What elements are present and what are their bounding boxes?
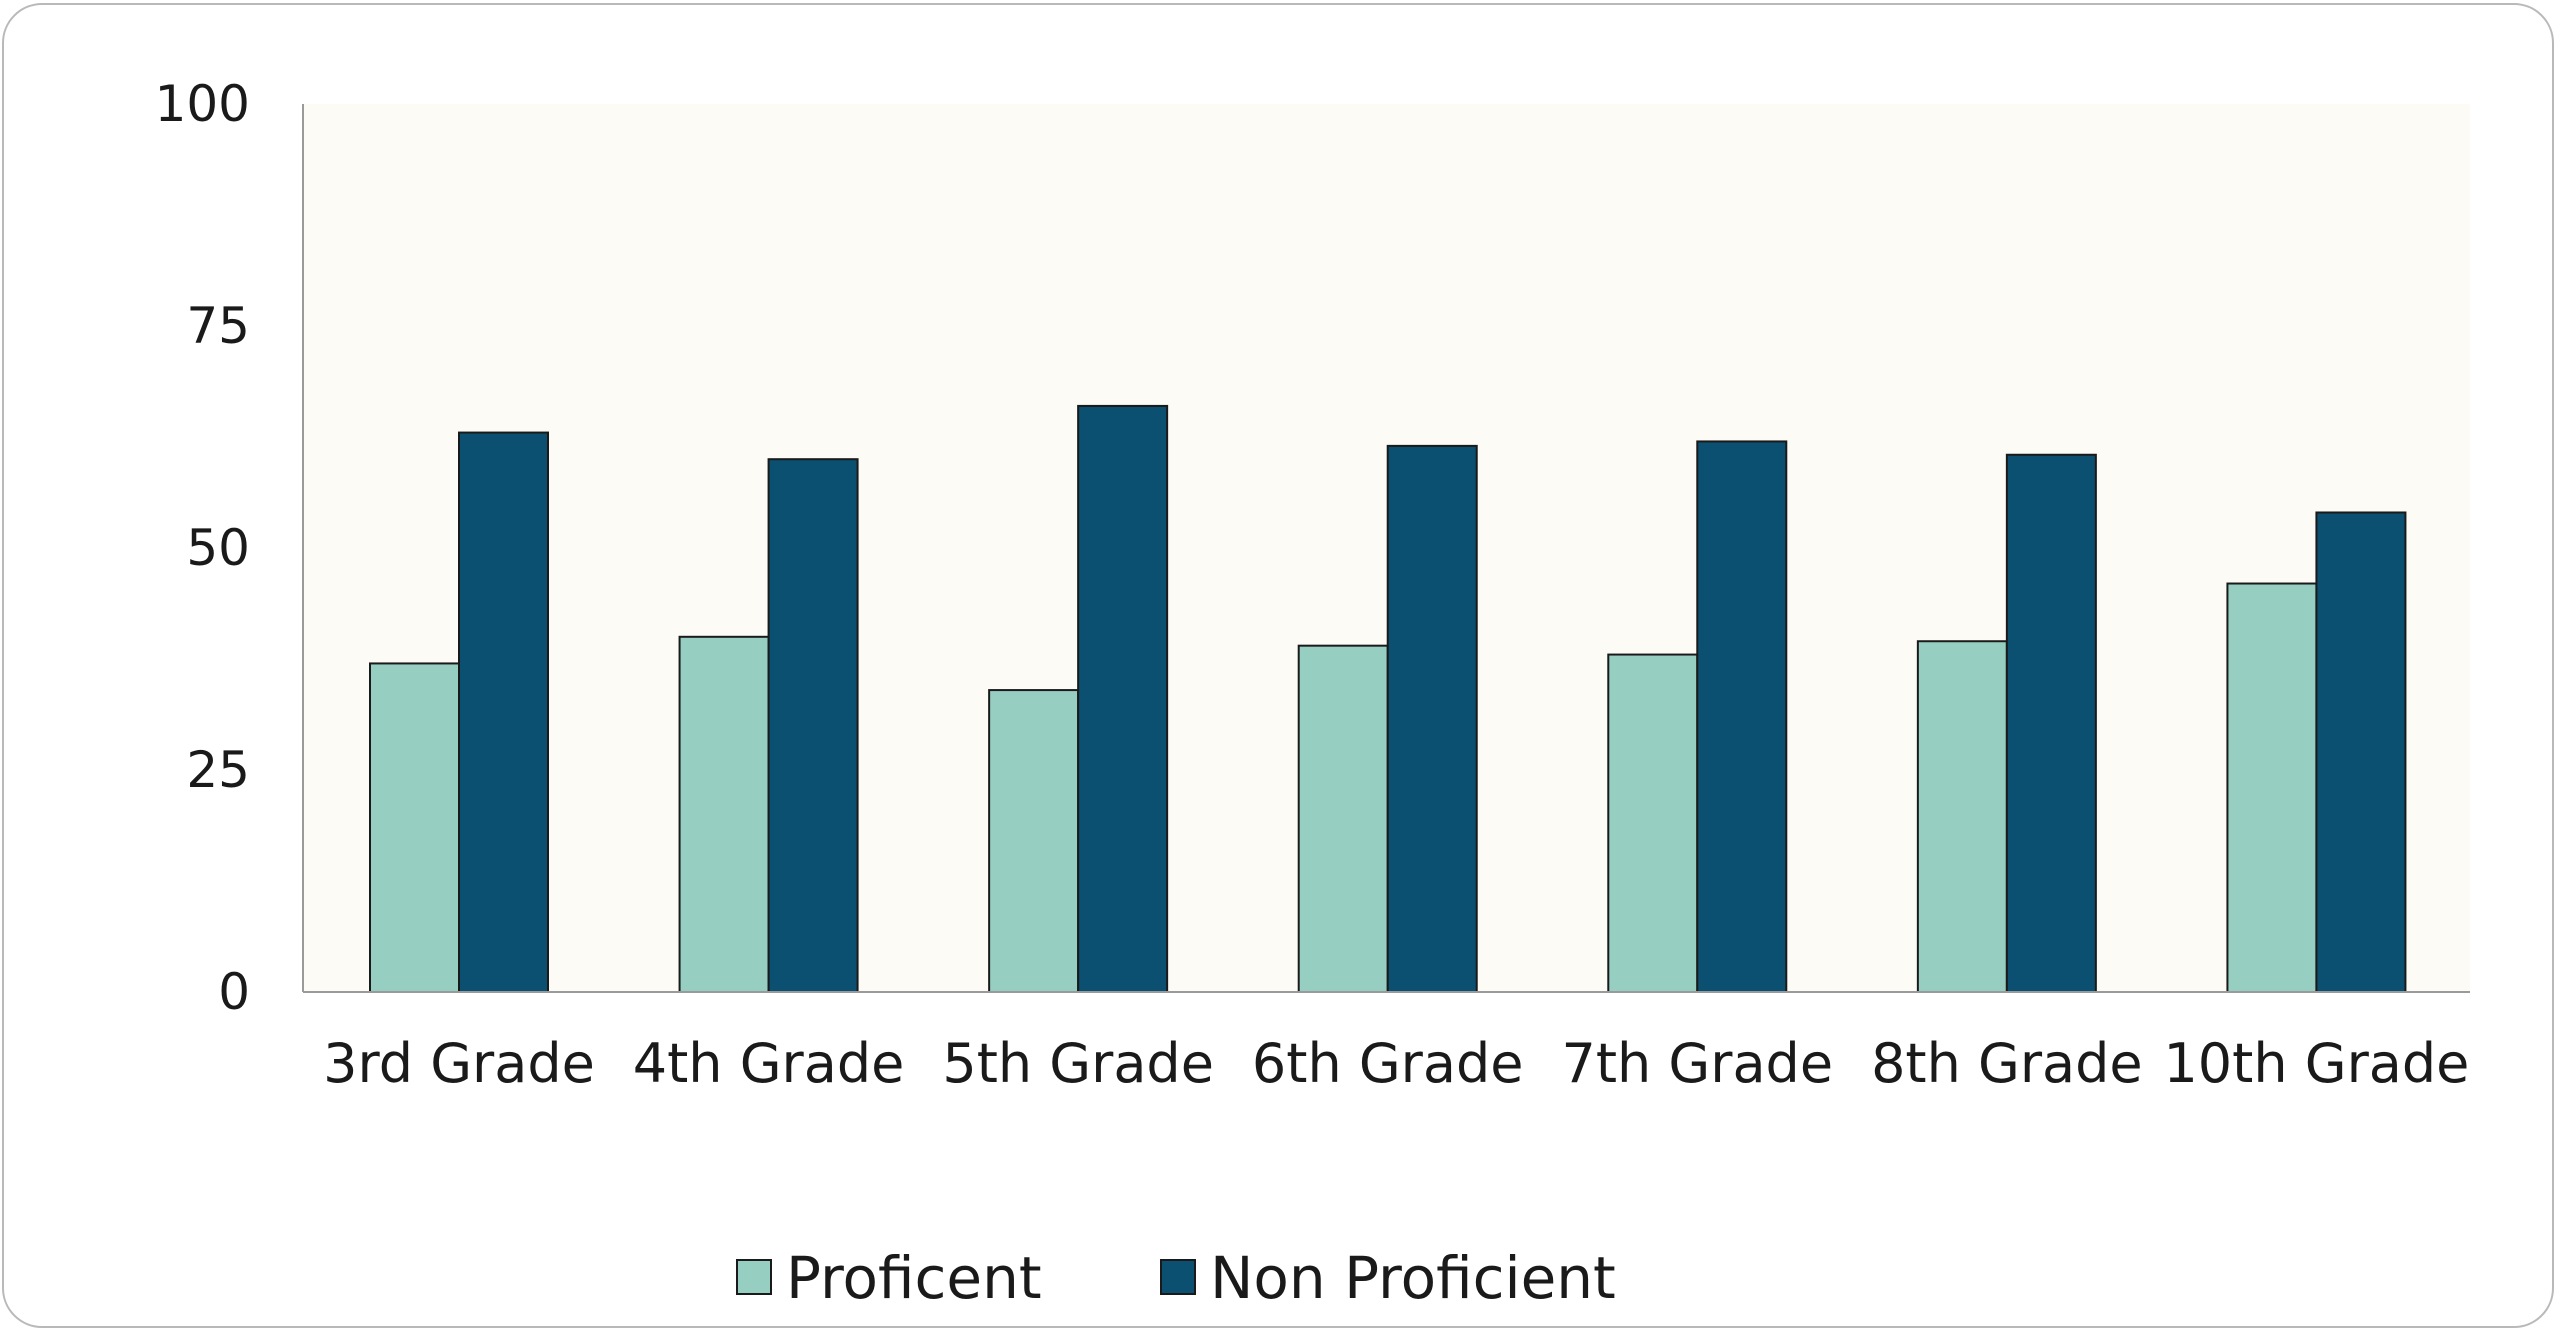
y-tick-label: 25 (186, 741, 250, 799)
bar-proficient (369, 662, 460, 993)
bar-proficient (988, 689, 1080, 994)
bars-group (369, 404, 2407, 994)
bar-non-proficient (2315, 511, 2407, 993)
legend-label: Non Proficient (1210, 1244, 1616, 1312)
x-category-label: 6th Grade (1252, 1032, 1524, 1095)
y-tick-labels: 0 25 50 75 100 (155, 75, 250, 1021)
bar-proficient (1297, 644, 1389, 993)
legend-label: Proficent (786, 1244, 1042, 1312)
bar-non-proficient (1696, 440, 1788, 993)
bar-proficient (678, 635, 770, 993)
bar-proficient (2226, 582, 2318, 994)
bar-non-proficient (767, 458, 859, 993)
legend: Proficent Non Proficient (736, 1244, 1616, 1312)
y-tick-label: 50 (186, 519, 250, 577)
bar-non-proficient (1077, 404, 1169, 994)
bar-proficient (1607, 653, 1699, 993)
y-tick-label: 100 (155, 75, 250, 133)
bar-proficient (1916, 640, 2008, 993)
y-tick-label: 75 (186, 297, 250, 355)
y-tick-label: 0 (218, 963, 250, 1021)
bar-non-proficient (2005, 453, 2097, 993)
x-category-label: 4th Grade (633, 1032, 905, 1095)
x-category-label: 7th Grade (1562, 1032, 1834, 1095)
x-category-label: 8th Grade (1871, 1032, 2143, 1095)
bar-non-proficient (1386, 444, 1478, 993)
legend-swatch (1160, 1259, 1196, 1295)
x-category-label: 3rd Grade (323, 1032, 595, 1095)
x-category-labels: 3rd Grade 4th Grade 5th Grade 6th Grade 7th … (323, 1032, 2469, 1095)
x-category-label: 10th Grade (2163, 1032, 2469, 1095)
x-category-label: 5th Grade (942, 1032, 1214, 1095)
bar-non-proficient (458, 431, 549, 993)
legend-swatch (736, 1259, 772, 1295)
